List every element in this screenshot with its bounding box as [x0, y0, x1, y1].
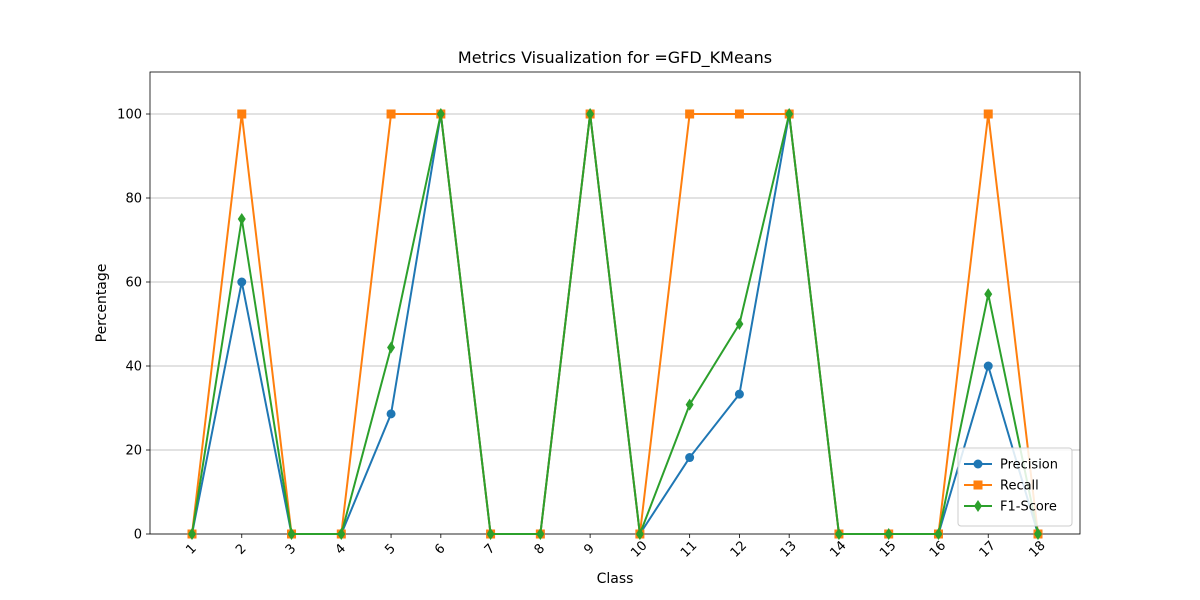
data-point-f1-score: [436, 108, 445, 120]
x-tick-label: 12: [728, 538, 750, 560]
legend-swatch-marker: [973, 480, 983, 490]
y-tick-label: 0: [134, 528, 142, 543]
legend-label: Precision: [1000, 458, 1058, 473]
x-tick-label: 15: [877, 538, 899, 560]
data-point-precision: [983, 361, 993, 371]
x-tick-label: 5: [382, 541, 398, 557]
data-point-f1-score: [685, 398, 694, 411]
data-point-precision: [237, 277, 247, 287]
data-point-f1-score: [287, 528, 296, 540]
x-tick-label: 3: [283, 541, 299, 557]
data-point-f1-score: [1034, 528, 1042, 540]
data-point-f1-score: [337, 528, 346, 540]
x-tick-label: 13: [778, 538, 800, 560]
y-tick-label: 40: [125, 360, 142, 375]
x-tick-label: 6: [432, 541, 448, 557]
x-tick-label: 8: [532, 541, 548, 557]
data-point-f1-score: [586, 108, 595, 120]
x-tick-label: 4: [333, 541, 349, 557]
x-tick-label: 17: [977, 538, 999, 560]
data-point-f1-score: [934, 528, 943, 540]
data-point-f1-score: [785, 108, 794, 120]
x-tick-label: 16: [927, 538, 949, 560]
data-point-precision: [685, 453, 695, 463]
data-point-f1-score: [387, 341, 396, 354]
data-point-f1-score: [984, 288, 993, 301]
x-tick-label: 18: [1026, 538, 1048, 560]
y-axis-label: Percentage: [94, 264, 110, 343]
data-point-f1-score: [735, 318, 744, 330]
data-point-recall: [734, 109, 744, 119]
data-point-f1-score: [834, 528, 843, 540]
x-tick-label: 2: [233, 541, 249, 557]
data-point-precision: [734, 389, 744, 399]
plot-frame: [149, 71, 1081, 535]
x-tick-label: 9: [581, 541, 597, 557]
series-line-f1-score: [191, 113, 1039, 535]
y-tick-label: 100: [117, 108, 142, 123]
series-group: [187, 108, 1043, 540]
data-point-recall: [386, 109, 396, 119]
data-point-f1-score: [188, 528, 196, 540]
x-tick-label: 14: [827, 538, 849, 560]
series-f1-score: [188, 108, 1042, 540]
y-tick-label: 20: [125, 444, 142, 459]
x-tick-label: 1: [183, 541, 199, 557]
data-point-precision: [386, 409, 396, 419]
chart-title: Metrics Visualization for =GFD_KMeans: [458, 48, 772, 68]
legend-item-precision: Precision: [964, 458, 1058, 473]
y-tick-label: 80: [125, 192, 142, 207]
legend: Precision Recall F1-Score: [957, 447, 1073, 527]
data-point-recall: [983, 109, 993, 119]
data-point-f1-score: [486, 528, 495, 540]
legend-item-f1-score: F1-Score: [964, 500, 1057, 515]
data-point-recall: [237, 109, 247, 119]
legend-label: F1-Score: [1000, 500, 1057, 515]
x-tick-label: 11: [678, 538, 700, 560]
legend-swatch-marker: [974, 500, 982, 512]
legend-swatch-marker: [973, 459, 983, 469]
legend-item-recall: Recall: [964, 479, 1039, 494]
data-point-f1-score: [237, 213, 246, 225]
x-axis-label: Class: [597, 571, 634, 587]
data-point-f1-score: [884, 528, 893, 540]
x-tick-label: 7: [482, 541, 498, 557]
x-tick-label: 10: [628, 538, 650, 560]
y-tick-label: 60: [125, 276, 142, 291]
data-point-recall: [685, 109, 695, 119]
legend-label: Recall: [1000, 479, 1039, 494]
data-point-f1-score: [536, 528, 545, 540]
data-point-f1-score: [635, 528, 644, 540]
